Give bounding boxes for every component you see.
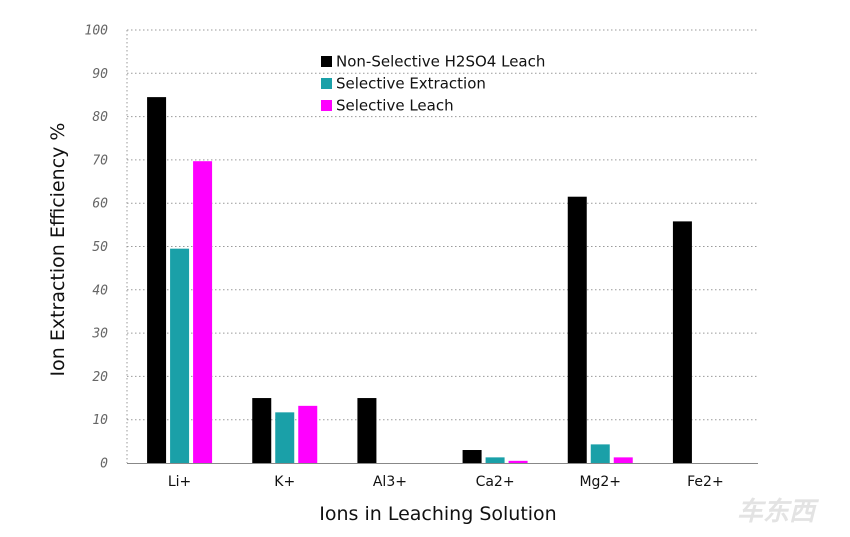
- bar-fe2plus-series-0: [672, 221, 692, 463]
- x-tick-label: Fe2+: [687, 474, 724, 490]
- bar-liplus-series-0: [147, 97, 167, 464]
- watermark: 车东西: [737, 497, 820, 527]
- legend-label: Selective Leach: [336, 97, 454, 115]
- bar-mg2plus-series-2: [613, 457, 633, 463]
- bar-liplus-series-2: [193, 161, 213, 463]
- y-tick-label: 80: [92, 110, 108, 125]
- x-tick-label: Li+: [168, 474, 191, 490]
- legend-label: Non-Selective H2SO4 Leach: [336, 53, 545, 71]
- y-axis-ticks: 0 10 20 30 40 50 60 70 80 90 100: [85, 24, 109, 472]
- bar-ca2plus-series-1: [485, 457, 505, 463]
- x-axis-tick-labels: Li+ K+ Al3+ Ca2+ Mg2+ Fe2+: [168, 474, 724, 490]
- x-tick-label: Al3+: [373, 474, 407, 490]
- x-axis-title: Ions in Leaching Solution: [319, 503, 556, 525]
- x-tick-label: Mg2+: [579, 474, 621, 490]
- bar-ca2plus-series-0: [462, 450, 482, 463]
- bar-al3plus-series-0: [357, 398, 377, 463]
- y-axis-title: Ion Extraction Efficiency %: [47, 123, 69, 377]
- y-tick-label: 40: [92, 283, 108, 298]
- legend: Non-Selective H2SO4 Leach Selective Extra…: [321, 53, 545, 115]
- bars: [147, 97, 692, 464]
- legend-swatch: [321, 78, 332, 89]
- bar-liplus-series-1: [170, 248, 190, 463]
- bar-kplus-series-0: [252, 398, 272, 463]
- bar-kplus-series-1: [275, 412, 295, 463]
- y-tick-label: 100: [85, 24, 109, 39]
- y-tick-label: 60: [92, 197, 108, 212]
- y-tick-label: 10: [92, 413, 108, 428]
- x-tick-label: K+: [274, 474, 295, 490]
- bar-mg2plus-series-0: [567, 196, 587, 463]
- x-tick-label: Ca2+: [476, 474, 515, 490]
- bar-kplus-series-2: [298, 405, 318, 463]
- legend-label: Selective Extraction: [336, 75, 486, 93]
- bar-mg2plus-series-1: [590, 444, 610, 463]
- legend-swatch: [321, 56, 332, 67]
- y-tick-label: 20: [92, 370, 108, 385]
- bar-ca2plus-series-2: [508, 460, 528, 463]
- legend-swatch: [321, 100, 332, 111]
- y-tick-label: 0: [100, 457, 108, 472]
- gridlines: [127, 29, 758, 421]
- y-tick-label: 50: [92, 240, 108, 255]
- y-tick-label: 30: [91, 327, 108, 342]
- y-tick-label: 90: [92, 67, 108, 82]
- y-tick-label: 70: [92, 153, 108, 168]
